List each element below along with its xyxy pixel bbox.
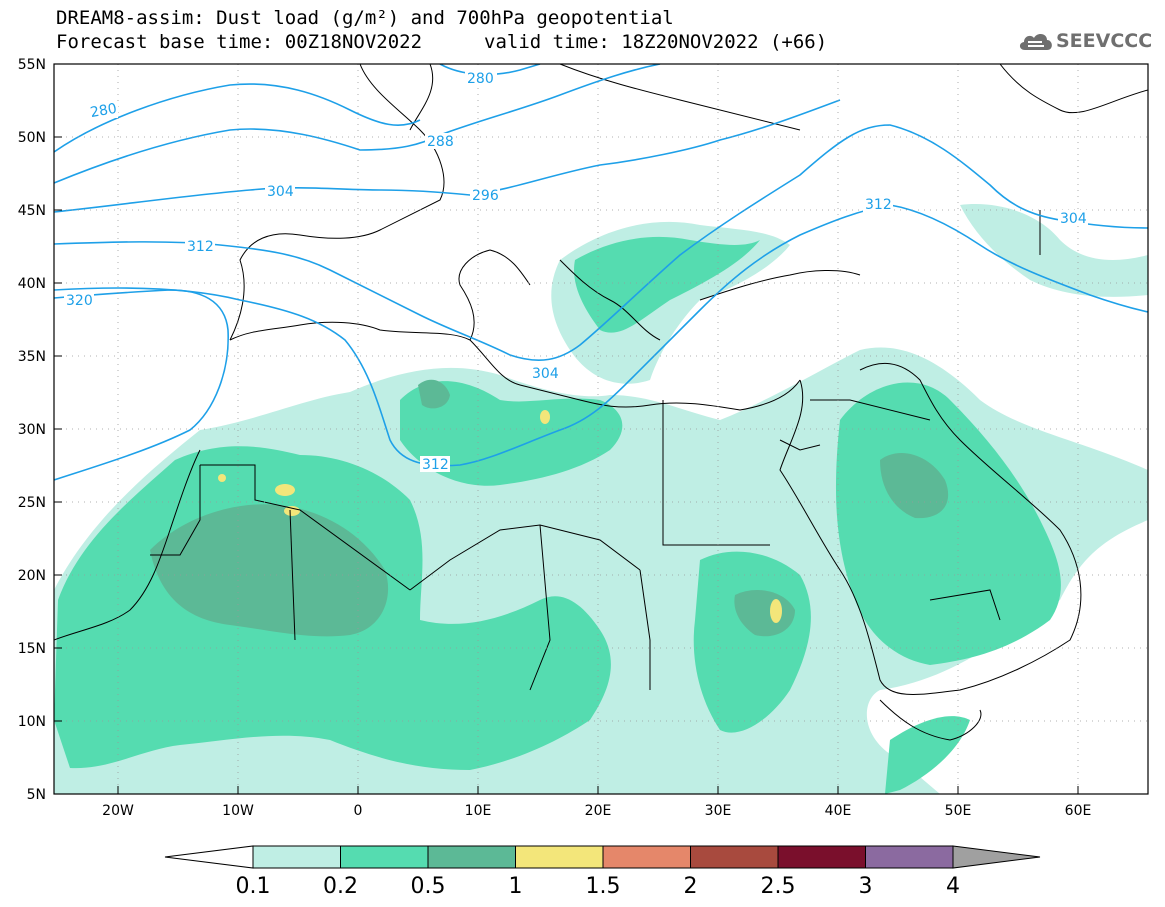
colorbar-swatch — [515, 845, 604, 869]
contour-288 — [54, 64, 661, 184]
lon-label: 10E — [465, 803, 492, 819]
colorbar-label: 2 — [684, 874, 698, 899]
dust-shading — [54, 204, 1148, 794]
tick-marks — [54, 63, 1079, 794]
latitude-labels: 55N 50N 45N 40N 35N 30N 25N 20N 15N 10N … — [18, 57, 46, 803]
longitude-labels: 20W 10W 0 10E 20E 30E 40E 50E 60E — [102, 803, 1091, 819]
lon-label: 50E — [945, 803, 972, 819]
lat-label: 20N — [18, 568, 46, 584]
contour-label: 312 — [187, 239, 214, 255]
dust-band-dark-mauritania — [150, 504, 389, 637]
lat-label: 45N — [18, 203, 46, 219]
dust-band-dark-arabia — [880, 452, 949, 519]
dust-band-light-caspian — [960, 204, 1148, 297]
lat-label: 5N — [27, 787, 46, 803]
colorbar-swatch — [427, 845, 516, 869]
contour-280 — [54, 83, 421, 153]
colorbar-label: 0.2 — [323, 874, 358, 899]
lon-label: 20W — [102, 803, 134, 819]
logo-text: SEEVCCC — [1056, 30, 1153, 52]
forecast-base-time: Forecast base time: 00Z18NOV2022 — [56, 31, 423, 53]
lat-label: 15N — [18, 641, 46, 657]
colorbar — [164, 845, 1041, 869]
colorbar-min-arrow — [164, 845, 254, 869]
contour-label: 312 — [865, 197, 892, 213]
map-title: DREAM8-assim: Dust load (g/m²) and 700hP… — [56, 7, 674, 29]
dust-band-dark-sudan — [734, 590, 795, 637]
contour-label: 312 — [422, 457, 449, 473]
colorbar-max-arrow — [952, 845, 1041, 869]
contour-label: 304 — [1060, 211, 1087, 227]
lon-label: 40E — [825, 803, 852, 819]
geopotential-contours — [54, 64, 1148, 481]
contour-label: 320 — [66, 293, 93, 309]
lon-label: 10W — [222, 803, 254, 819]
lat-label: 40N — [18, 276, 46, 292]
cloud-icon — [1019, 34, 1052, 50]
coastlines — [54, 64, 1148, 741]
contour-label: 288 — [427, 134, 454, 150]
contour-labels: 280 280 288 296 304 304 304 312 312 312 … — [64, 70, 1088, 473]
colorbar-swatch — [865, 845, 954, 869]
lat-label: 50N — [18, 130, 46, 146]
seevccc-logo: SEEVCCC — [1016, 24, 1156, 58]
dust-band-yellow-3 — [540, 410, 550, 424]
valid-time: valid time: 18Z20NOV2022 (+66) — [484, 31, 828, 53]
dust-band-yellow-5 — [218, 474, 226, 482]
dust-band-yellow-4 — [770, 599, 782, 623]
colorbar-label: 0.1 — [236, 874, 271, 899]
gridlines — [54, 64, 1148, 794]
lon-label: 0 — [354, 803, 363, 819]
contour-296 — [54, 99, 841, 213]
lat-label: 30N — [18, 422, 46, 438]
colorbar-swatch — [252, 845, 341, 869]
colorbar-labels: 0.1 0.2 0.5 1 1.5 2 2.5 3 4 — [236, 874, 961, 899]
contour-304 — [54, 124, 1148, 361]
lat-label: 25N — [18, 495, 46, 511]
contour-label: 280 — [467, 71, 494, 87]
lon-label: 30E — [705, 803, 732, 819]
contour-label: 304 — [532, 366, 559, 382]
dust-band-medium-somalia — [885, 716, 970, 794]
contour-312 — [54, 204, 1148, 467]
country-borders — [150, 210, 1041, 691]
colorbar-swatch — [690, 845, 779, 869]
dust-band-medium-arabia — [835, 382, 1061, 665]
lat-label: 10N — [18, 714, 46, 730]
dust-band-medium-libya — [400, 381, 623, 486]
colorbar-swatch — [777, 845, 866, 869]
dust-band-dark-tunisia — [418, 379, 450, 409]
colorbar-label: 0.5 — [411, 874, 446, 899]
contour-label: 280 — [89, 101, 118, 121]
colorbar-label: 3 — [859, 874, 873, 899]
contour-320 — [54, 289, 229, 481]
colorbar-swatch — [340, 845, 429, 869]
contour-label: 296 — [472, 188, 499, 204]
colorbar-label: 2.5 — [761, 874, 796, 899]
lat-label: 35N — [18, 349, 46, 365]
colorbar-swatch — [602, 845, 691, 869]
colorbar-label: 1 — [509, 874, 523, 899]
dust-band-yellow-1 — [275, 484, 295, 496]
colorbar-label: 1.5 — [586, 874, 621, 899]
dust-band-yellow-2 — [284, 506, 300, 516]
lat-label: 55N — [18, 57, 46, 73]
lon-label: 60E — [1065, 803, 1092, 819]
colorbar-label: 4 — [946, 874, 960, 899]
lon-label: 20E — [585, 803, 612, 819]
contour-label: 304 — [267, 184, 294, 200]
